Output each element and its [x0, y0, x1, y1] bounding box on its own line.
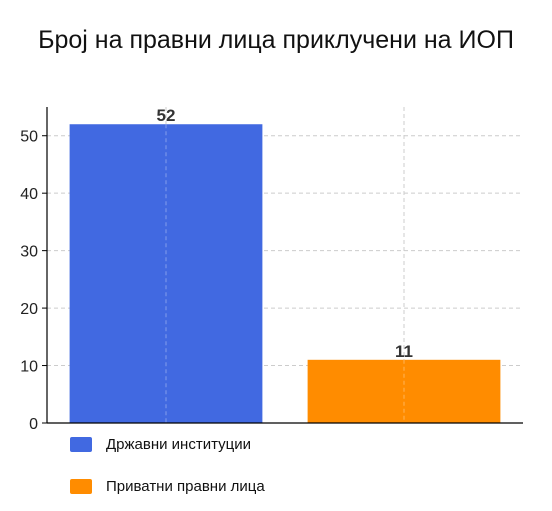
legend-label-0: Државни институции [106, 436, 251, 453]
y-tick-label-0: 0 [29, 416, 38, 433]
axes [46, 107, 523, 424]
chart-title: Број на правни лица приклучени на ИОП [38, 26, 514, 54]
y-tick-label-5: 50 [20, 129, 38, 146]
legend-item-1: Приватни правни лица [70, 478, 265, 495]
legend-item-0: Државни институции [70, 436, 251, 453]
legend-label-1: Приватни правни лица [106, 478, 265, 495]
bar-0 [69, 124, 263, 424]
legend-swatch-1 [70, 479, 92, 494]
y-tick-label-3: 30 [20, 244, 38, 261]
data-labels: 52 11 [157, 106, 413, 361]
bar-1 [307, 359, 501, 423]
y-tick-label-4: 40 [20, 186, 38, 203]
data-label-0: 52 [157, 106, 176, 125]
y-tick-label-1: 10 [20, 359, 38, 376]
legend-swatch-0 [70, 437, 92, 452]
y-axis-ticks: 0 10 20 30 40 50 [20, 129, 47, 433]
bars [69, 124, 501, 424]
data-label-1: 11 [395, 342, 413, 361]
y-tick-label-2: 20 [20, 301, 38, 318]
